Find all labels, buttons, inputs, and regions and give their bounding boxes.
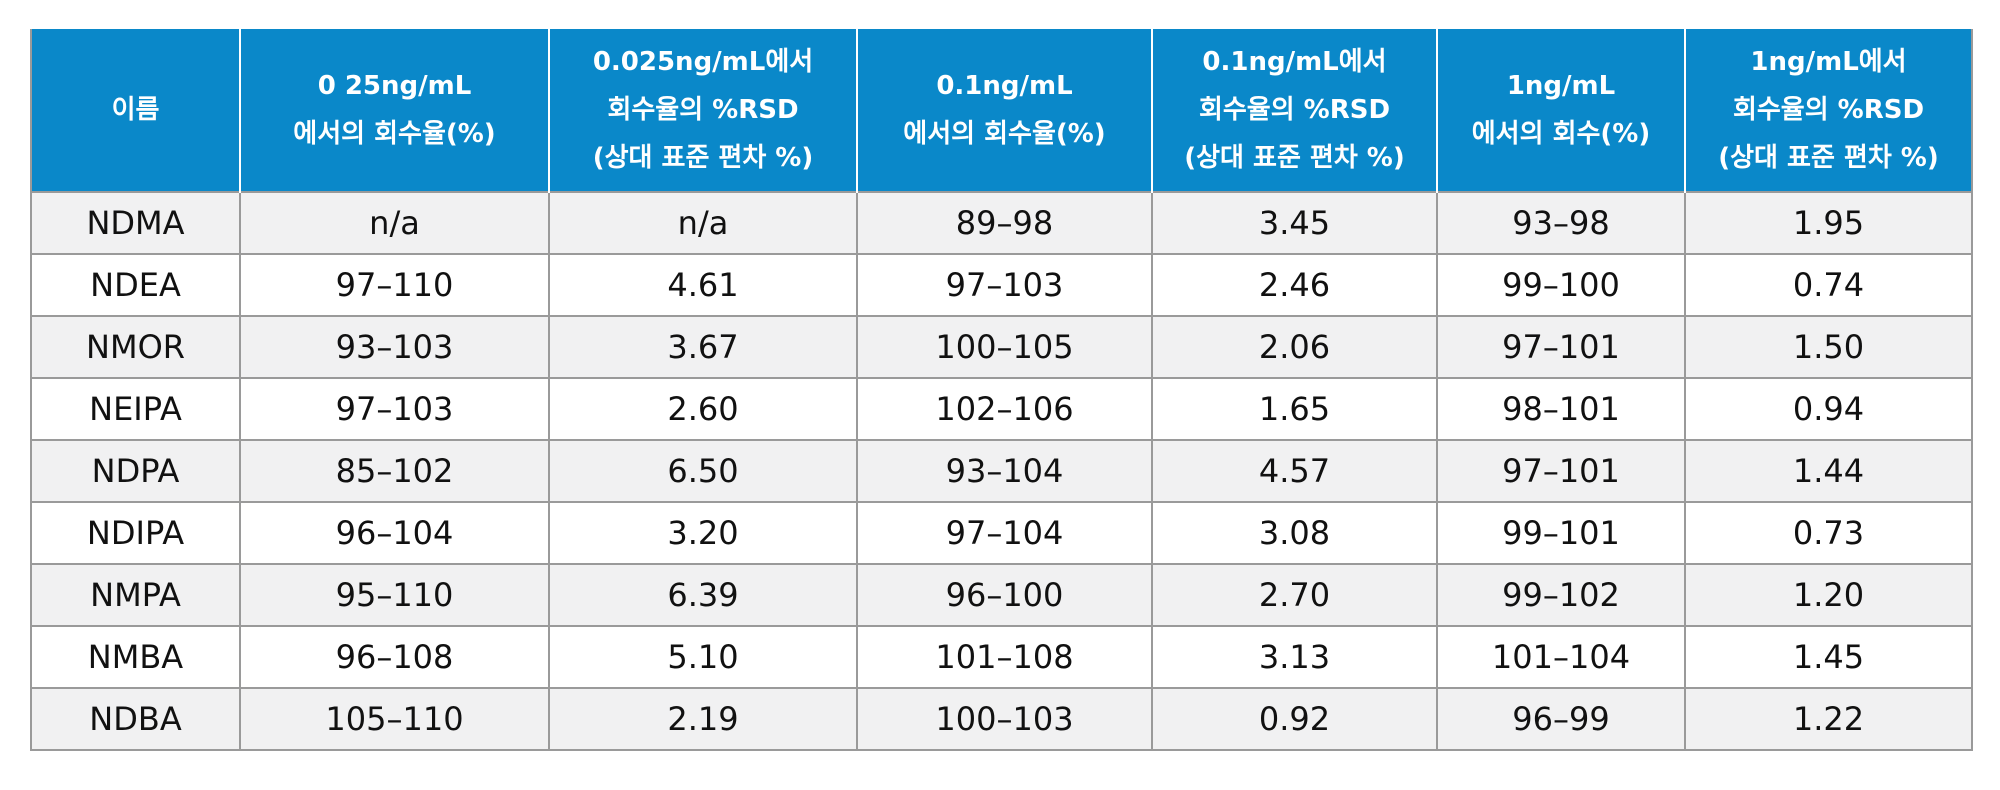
cell-recovery-1: 97–101 bbox=[1436, 315, 1686, 379]
cell-recovery-1: 96–99 bbox=[1436, 687, 1686, 751]
cell-rsd-0025: 6.39 bbox=[548, 563, 858, 627]
cell-name: NDEA bbox=[30, 253, 241, 317]
table-body: NDMA n/a n/a 89–98 3.45 93–98 1.95 NDEA … bbox=[30, 191, 1973, 751]
cell-recovery-01: 93–104 bbox=[856, 439, 1153, 503]
table-row: NMOR 93–103 3.67 100–105 2.06 97–101 1.5… bbox=[30, 315, 1973, 379]
cell-recovery-01: 100–105 bbox=[856, 315, 1153, 379]
cell-recovery-0025: 93–103 bbox=[239, 315, 550, 379]
header-recovery-0025: 0 25ng/mL 에서의 회수율(%) bbox=[239, 29, 550, 192]
cell-recovery-01: 97–104 bbox=[856, 501, 1153, 565]
table-row: NDPA 85–102 6.50 93–104 4.57 97–101 1.44 bbox=[30, 439, 1973, 503]
cell-rsd-01: 3.13 bbox=[1151, 625, 1438, 689]
cell-rsd-01: 2.46 bbox=[1151, 253, 1438, 317]
cell-rsd-1: 0.94 bbox=[1684, 377, 1973, 441]
cell-rsd-1: 0.73 bbox=[1684, 501, 1973, 565]
cell-recovery-01: 89–98 bbox=[856, 191, 1153, 255]
table-row: NDMA n/a n/a 89–98 3.45 93–98 1.95 bbox=[30, 191, 1973, 255]
cell-recovery-0025: 97–110 bbox=[239, 253, 550, 317]
cell-name: NDMA bbox=[30, 191, 241, 255]
table-header-row: 이름 0 25ng/mL 에서의 회수율(%) 0.025ng/mL에서 회수율… bbox=[30, 29, 1973, 192]
cell-name: NMPA bbox=[30, 563, 241, 627]
cell-rsd-01: 3.45 bbox=[1151, 191, 1438, 255]
cell-rsd-0025: 6.50 bbox=[548, 439, 858, 503]
cell-rsd-01: 2.06 bbox=[1151, 315, 1438, 379]
cell-rsd-1: 1.95 bbox=[1684, 191, 1973, 255]
table-row: NDIPA 96–104 3.20 97–104 3.08 99–101 0.7… bbox=[30, 501, 1973, 565]
cell-recovery-01: 101–108 bbox=[856, 625, 1153, 689]
cell-recovery-1: 97–101 bbox=[1436, 439, 1686, 503]
header-rsd-01: 0.1ng/mL에서 회수율의 %RSD (상대 표준 편차 %) bbox=[1151, 29, 1438, 192]
cell-recovery-0025: 105–110 bbox=[239, 687, 550, 751]
header-recovery-01: 0.1ng/mL 에서의 회수율(%) bbox=[856, 29, 1153, 192]
table-row: NDBA 105–110 2.19 100–103 0.92 96–99 1.2… bbox=[30, 687, 1973, 751]
cell-recovery-01: 102–106 bbox=[856, 377, 1153, 441]
cell-rsd-01: 0.92 bbox=[1151, 687, 1438, 751]
cell-rsd-01: 4.57 bbox=[1151, 439, 1438, 503]
cell-rsd-1: 1.22 bbox=[1684, 687, 1973, 751]
header-rsd-1: 1ng/mL에서 회수율의 %RSD (상대 표준 편차 %) bbox=[1684, 29, 1973, 192]
cell-recovery-1: 98–101 bbox=[1436, 377, 1686, 441]
cell-rsd-1: 1.45 bbox=[1684, 625, 1973, 689]
header-name: 이름 bbox=[30, 29, 241, 192]
cell-recovery-0025: 97–103 bbox=[239, 377, 550, 441]
table-row: NEIPA 97–103 2.60 102–106 1.65 98–101 0.… bbox=[30, 377, 1973, 441]
cell-rsd-0025: 3.20 bbox=[548, 501, 858, 565]
cell-rsd-0025: 3.67 bbox=[548, 315, 858, 379]
cell-name: NEIPA bbox=[30, 377, 241, 441]
cell-recovery-1: 99–101 bbox=[1436, 501, 1686, 565]
cell-rsd-0025: n/a bbox=[548, 191, 858, 255]
cell-recovery-0025: 96–104 bbox=[239, 501, 550, 565]
cell-recovery-0025: n/a bbox=[239, 191, 550, 255]
cell-rsd-0025: 4.61 bbox=[548, 253, 858, 317]
cell-rsd-01: 1.65 bbox=[1151, 377, 1438, 441]
cell-rsd-1: 0.74 bbox=[1684, 253, 1973, 317]
cell-rsd-01: 3.08 bbox=[1151, 501, 1438, 565]
cell-rsd-01: 2.70 bbox=[1151, 563, 1438, 627]
cell-rsd-0025: 2.60 bbox=[548, 377, 858, 441]
cell-recovery-1: 99–102 bbox=[1436, 563, 1686, 627]
cell-recovery-0025: 95–110 bbox=[239, 563, 550, 627]
cell-rsd-0025: 5.10 bbox=[548, 625, 858, 689]
header-rsd-0025: 0.025ng/mL에서 회수율의 %RSD (상대 표준 편차 %) bbox=[548, 29, 858, 192]
table-row: NDEA 97–110 4.61 97–103 2.46 99–100 0.74 bbox=[30, 253, 1973, 317]
cell-recovery-01: 97–103 bbox=[856, 253, 1153, 317]
table-row: NMBA 96–108 5.10 101–108 3.13 101–104 1.… bbox=[30, 625, 1973, 689]
cell-rsd-1: 1.20 bbox=[1684, 563, 1973, 627]
cell-rsd-0025: 2.19 bbox=[548, 687, 858, 751]
cell-name: NDBA bbox=[30, 687, 241, 751]
header-recovery-1: 1ng/mL 에서의 회수(%) bbox=[1436, 29, 1686, 192]
cell-name: NDIPA bbox=[30, 501, 241, 565]
table-row: NMPA 95–110 6.39 96–100 2.70 99–102 1.20 bbox=[30, 563, 1973, 627]
cell-name: NDPA bbox=[30, 439, 241, 503]
cell-name: NMOR bbox=[30, 315, 241, 379]
cell-recovery-0025: 96–108 bbox=[239, 625, 550, 689]
recovery-table: 이름 0 25ng/mL 에서의 회수율(%) 0.025ng/mL에서 회수율… bbox=[30, 29, 1973, 751]
cell-rsd-1: 1.44 bbox=[1684, 439, 1973, 503]
cell-recovery-1: 99–100 bbox=[1436, 253, 1686, 317]
recovery-table-container: 이름 0 25ng/mL 에서의 회수율(%) 0.025ng/mL에서 회수율… bbox=[30, 29, 1973, 751]
cell-rsd-1: 1.50 bbox=[1684, 315, 1973, 379]
cell-recovery-1: 101–104 bbox=[1436, 625, 1686, 689]
cell-recovery-1: 93–98 bbox=[1436, 191, 1686, 255]
cell-recovery-0025: 85–102 bbox=[239, 439, 550, 503]
cell-name: NMBA bbox=[30, 625, 241, 689]
cell-recovery-01: 100–103 bbox=[856, 687, 1153, 751]
cell-recovery-01: 96–100 bbox=[856, 563, 1153, 627]
